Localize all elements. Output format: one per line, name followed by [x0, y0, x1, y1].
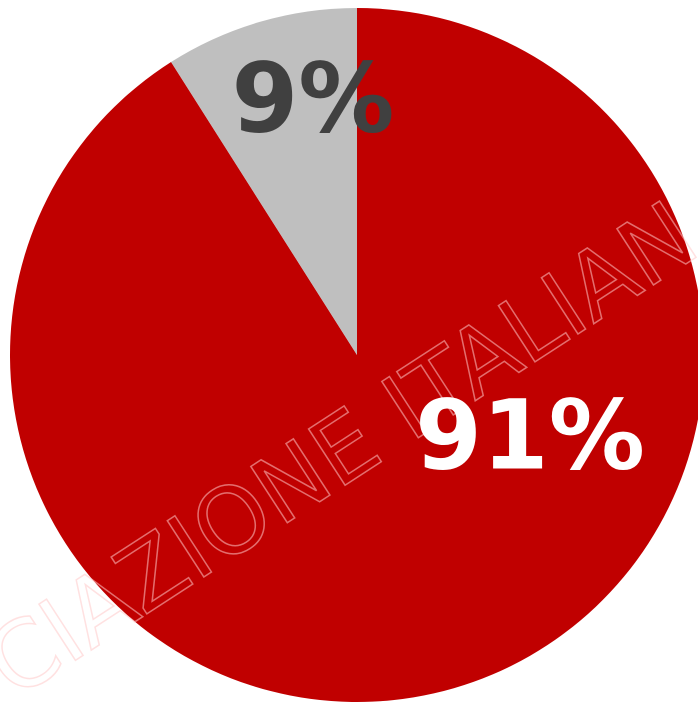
pie-slice: [10, 8, 698, 702]
data-label: 9%: [232, 42, 395, 154]
pie-slice: [171, 8, 357, 355]
data-label: 91%: [415, 379, 645, 491]
